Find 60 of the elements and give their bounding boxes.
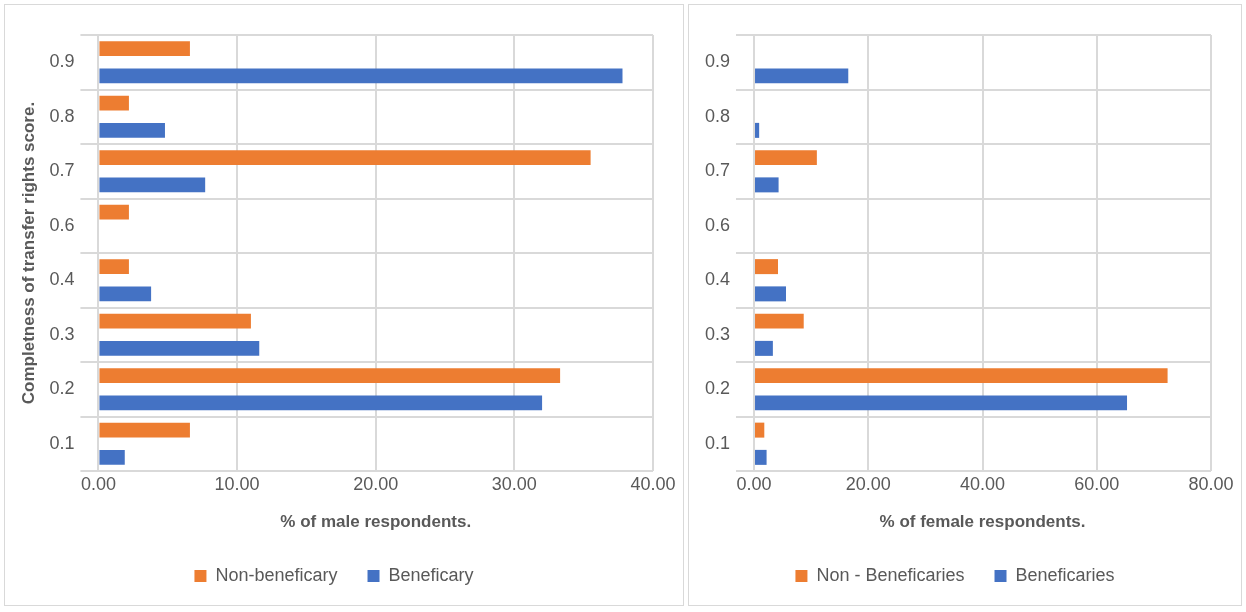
bar	[99, 259, 129, 275]
x-tick-label: 10.00	[214, 473, 260, 494]
bar	[755, 177, 779, 193]
y-tick-label: 0.1	[49, 432, 75, 453]
y-tick-label: 0.3	[704, 323, 731, 344]
legend-label: Non - Beneficaries	[816, 564, 965, 585]
bar	[99, 150, 591, 166]
bar	[99, 368, 561, 384]
y-tick-label: 0.4	[49, 269, 75, 290]
y-axis-title: Completness of transfer rights score.	[18, 101, 38, 405]
bar	[99, 449, 125, 465]
bar	[99, 422, 190, 438]
bar	[99, 286, 152, 302]
bar	[755, 395, 1128, 411]
bar	[755, 368, 1168, 384]
x-tick-label: 20.00	[353, 473, 399, 494]
bar	[755, 150, 817, 166]
y-tick-label: 0.2	[49, 378, 75, 399]
y-tick-label: 0.9	[49, 51, 75, 72]
bar	[755, 286, 787, 302]
y-tick-label: 0.6	[704, 214, 731, 235]
bar	[99, 204, 129, 220]
y-tick-label: 0.9	[704, 51, 731, 72]
y-tick-label: 0.2	[704, 378, 731, 399]
bar	[755, 68, 849, 84]
bar	[99, 68, 623, 84]
bar	[755, 313, 804, 329]
bar	[755, 422, 765, 438]
x-axis-title: % of male respondents.	[280, 512, 472, 532]
x-tick-label: 60.00	[1074, 473, 1120, 494]
x-tick-label: 0.00	[80, 473, 116, 494]
bar	[99, 122, 165, 138]
y-tick-label: 0.8	[704, 105, 731, 126]
bar	[99, 340, 260, 356]
bar	[755, 340, 773, 356]
bar	[99, 395, 543, 411]
bar	[99, 177, 206, 193]
y-tick-label: 0.8	[49, 105, 75, 126]
bar	[99, 313, 251, 329]
bar	[99, 95, 129, 111]
bar	[755, 449, 767, 465]
y-tick-label: 0.1	[704, 432, 731, 453]
x-tick-label: 80.00	[1188, 473, 1234, 494]
bar	[755, 122, 760, 138]
x-tick-label: 40.00	[630, 473, 676, 494]
bar	[755, 259, 779, 275]
legend-label: Beneficary	[388, 564, 474, 585]
legend-label: Non-beneficary	[215, 564, 338, 585]
legend-label: Beneficaries	[1015, 564, 1115, 585]
bar	[99, 41, 190, 57]
y-tick-label: 0.4	[704, 269, 731, 290]
x-tick-label: 20.00	[845, 473, 891, 494]
y-tick-label: 0.6	[49, 214, 75, 235]
x-axis-title: % of female respondents.	[879, 512, 1086, 532]
y-tick-label: 0.7	[49, 160, 75, 181]
y-tick-label: 0.3	[49, 323, 75, 344]
x-tick-label: 0.00	[736, 473, 772, 494]
y-tick-label: 0.7	[704, 160, 731, 181]
x-tick-label: 40.00	[959, 473, 1006, 494]
x-tick-label: 30.00	[491, 473, 537, 494]
